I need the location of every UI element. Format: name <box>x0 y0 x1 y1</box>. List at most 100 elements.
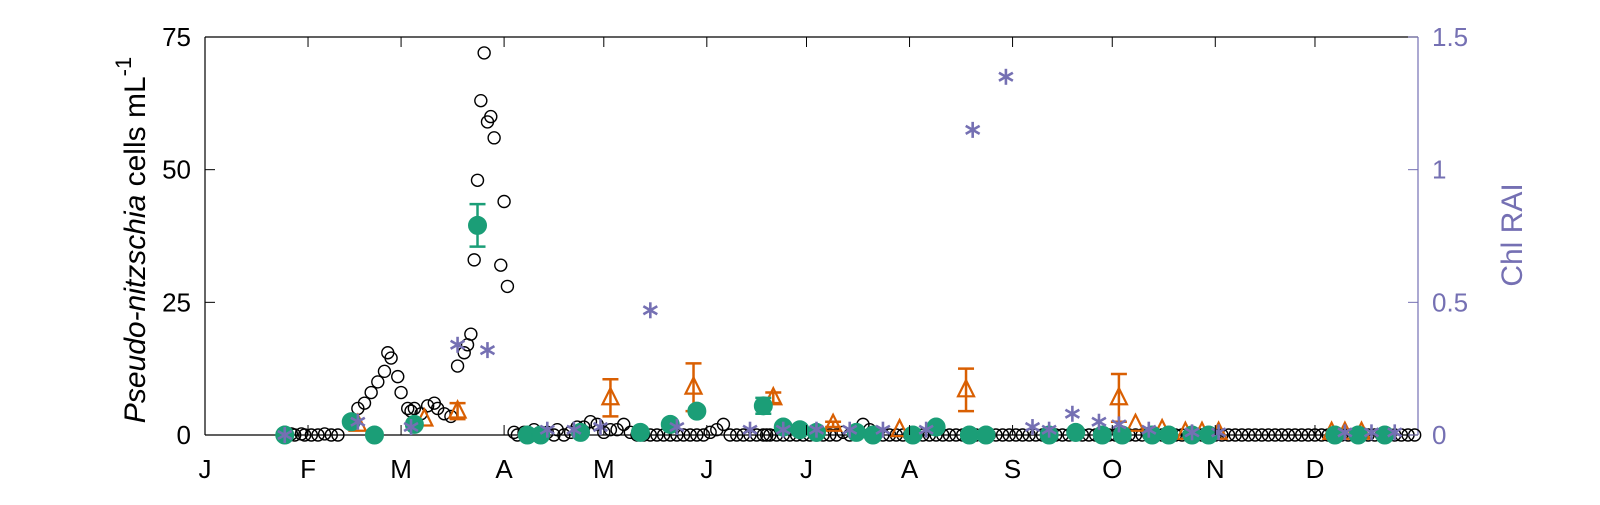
asterisk-point <box>1210 424 1227 441</box>
open-circle-point <box>1009 428 1023 442</box>
open-circle-point <box>484 109 498 124</box>
x-tick-label: J <box>700 454 713 484</box>
open-circle-point <box>494 258 508 272</box>
open-circle-point <box>650 428 664 442</box>
open-circle-point <box>467 253 481 267</box>
filled-circle-point <box>364 425 384 445</box>
asterisk-point <box>742 421 758 438</box>
y-right-tick-label: 0.5 <box>1432 287 1468 317</box>
open-circle-point <box>377 364 392 379</box>
triangle-point <box>683 375 704 395</box>
asterisk-point <box>1064 405 1080 422</box>
asterisk-stroke <box>1210 427 1227 438</box>
asterisk-point <box>539 421 555 438</box>
x-tick-label: J <box>199 454 212 484</box>
asterisk-stroke <box>479 344 496 356</box>
open-circle-point <box>696 428 711 442</box>
asterisk-stroke <box>642 305 658 316</box>
open-circle-point <box>1228 428 1242 442</box>
open-circle-point <box>1294 428 1309 442</box>
asterisk-point <box>669 419 685 436</box>
open-circle-point <box>384 351 398 365</box>
y-right-tick-label: 1.5 <box>1432 22 1468 52</box>
asterisk-stroke <box>1337 427 1353 438</box>
asterisk-stroke <box>1064 408 1080 419</box>
open-circle-point <box>470 173 485 187</box>
asterisk-point <box>350 413 366 430</box>
x-tick-label: A <box>901 454 919 484</box>
open-circle-point <box>331 428 345 442</box>
open-circle-point <box>1288 428 1302 442</box>
open-circle-point <box>583 415 598 429</box>
asterisk-point <box>1363 424 1380 441</box>
filled-circle-point <box>903 425 923 445</box>
asterisk-stroke <box>592 421 609 433</box>
triangle-point <box>763 385 784 406</box>
filled-circle-point <box>468 215 488 235</box>
open-circle-point <box>420 399 435 413</box>
triangle-point <box>823 412 843 432</box>
x-tick-label: D <box>1306 454 1325 484</box>
open-circle-point <box>371 375 385 389</box>
filled-circle-point <box>753 396 773 416</box>
asterisk-stroke <box>1387 427 1403 438</box>
asterisk-point <box>1337 424 1353 441</box>
open-circle-point <box>311 428 325 442</box>
open-circle-point <box>364 385 378 400</box>
triangle-error-bar <box>602 378 619 418</box>
x-tick-label: F <box>300 454 316 484</box>
y-axis-label-rest: cells mL <box>119 76 152 194</box>
asterisk-stroke <box>1184 427 1200 438</box>
plot-frame <box>204 36 1419 436</box>
open-circle-point <box>1248 428 1262 442</box>
open-circle-point <box>450 359 465 373</box>
asterisk-point <box>479 342 496 359</box>
asterisk-stroke <box>998 71 1014 82</box>
asterisk-point <box>998 68 1014 85</box>
axes-layer: J F M A M J J A S O N D 0 25 50 75 0 0.5 1 1.5 <box>162 22 1468 484</box>
open-circle-point <box>942 428 957 442</box>
open-circle-point <box>703 425 717 440</box>
asterisk-point <box>1141 421 1157 438</box>
asterisk-stroke <box>277 429 293 441</box>
open-circle-point <box>324 428 338 442</box>
asterisk-stroke <box>539 424 555 435</box>
x-tick-label: N <box>1206 454 1225 484</box>
open-circle-point <box>500 279 515 294</box>
open-circle-point <box>730 428 744 442</box>
open-circle-point <box>1281 428 1296 442</box>
asterisk-stroke <box>842 424 858 435</box>
open-circle-point <box>617 417 631 432</box>
open-circle-point <box>759 428 774 442</box>
asterisk-point <box>403 419 419 436</box>
open-circle-point <box>1235 428 1249 442</box>
open-circle-point <box>317 427 332 441</box>
triangle-error-bar <box>958 367 975 413</box>
filled-circle-point <box>1092 425 1112 445</box>
open-circle-point <box>716 417 731 432</box>
open-circle-point <box>1002 428 1016 442</box>
open-circle-point <box>474 93 488 108</box>
asterisk-point <box>1041 421 1057 438</box>
asterisk-stroke <box>1363 427 1380 438</box>
y-axis-label-italic: Pseudo-nitzschia <box>119 195 152 423</box>
asterisk-stroke <box>875 424 891 435</box>
open-circle-point <box>1255 428 1269 442</box>
asterisk-point <box>775 421 791 438</box>
open-circle-point <box>1015 428 1030 442</box>
open-circle-point <box>683 428 697 442</box>
asterisk-point <box>1184 424 1200 441</box>
asterisk-stroke <box>1111 419 1127 430</box>
asterisk-stroke <box>566 424 582 435</box>
open-circle-point <box>401 401 415 416</box>
filled-circle-point <box>1066 422 1086 442</box>
asterisk-point <box>449 336 466 353</box>
open-circle-point <box>391 369 405 384</box>
series-layer <box>275 46 1422 445</box>
triangle-point <box>1125 412 1146 432</box>
asterisk-stroke <box>1041 424 1057 435</box>
filled-circle-point <box>976 425 996 445</box>
open-circle-point <box>557 428 571 442</box>
open-circle-point <box>763 428 777 442</box>
asterisk-stroke <box>918 424 934 435</box>
